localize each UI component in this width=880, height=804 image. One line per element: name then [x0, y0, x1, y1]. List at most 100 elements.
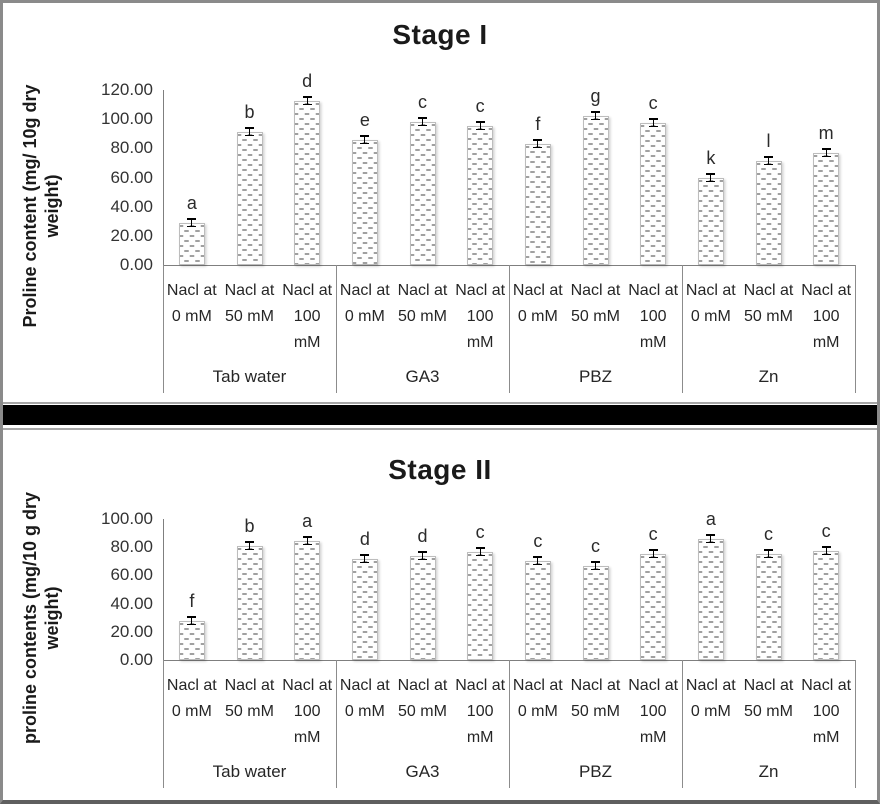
x-tick-label: Nacl at 100 mM — [801, 677, 852, 746]
group-label: PBZ — [578, 367, 613, 386]
error-bar — [764, 155, 773, 165]
y-tick-label: 100.00 — [101, 109, 153, 129]
significance-letter: e — [359, 109, 370, 130]
error-bar — [706, 534, 716, 544]
significance-letter: c — [821, 521, 831, 542]
error-bar — [821, 148, 831, 158]
x-tick-label: Nacl at 50 mM — [397, 677, 448, 720]
significance-letter: c — [764, 524, 773, 545]
error-bar — [533, 555, 543, 565]
x-tick-label: Nacl at 0 mM — [166, 282, 217, 325]
error-bar — [475, 120, 485, 130]
bar — [178, 222, 205, 265]
category-separator — [682, 265, 683, 393]
y-tick-label: 80.00 — [110, 537, 153, 557]
category-separator — [336, 660, 337, 788]
bar — [236, 546, 263, 660]
category-separator — [336, 265, 337, 393]
group-label: GA3 — [405, 367, 440, 386]
bar — [178, 620, 205, 660]
group-label: GA3 — [405, 762, 440, 781]
y-tick-label: 60.00 — [110, 565, 153, 585]
error-bar — [418, 117, 427, 127]
category-separator — [163, 660, 164, 788]
bar — [813, 153, 840, 265]
x-tick-label: Nacl at 100 mM — [628, 282, 679, 351]
category-separator — [509, 660, 510, 788]
panel-divider-band — [3, 405, 877, 425]
significance-letter: a — [705, 509, 716, 530]
significance-letter: d — [359, 529, 370, 550]
x-tick-label: Nacl at 100 mM — [282, 282, 333, 351]
y-tick-label: 60.00 — [110, 167, 153, 187]
bar — [813, 551, 840, 660]
y-tick-label: 40.00 — [110, 196, 153, 216]
y-tick-label: 0.00 — [119, 650, 153, 669]
significance-letter: c — [591, 536, 600, 557]
chart-panel-stage1: Stage I Proline content (mg/ 10g dry weig… — [3, 3, 877, 404]
bar — [582, 566, 609, 660]
bar — [409, 122, 436, 265]
bar — [755, 160, 782, 265]
category-separator — [509, 265, 510, 393]
error-bar — [187, 615, 197, 625]
error-bar — [475, 547, 485, 557]
error-bar — [360, 134, 370, 144]
group-label: PBZ — [578, 762, 613, 781]
error-bar — [821, 546, 831, 556]
bar — [467, 552, 494, 660]
y-tick-label: 20.00 — [110, 225, 153, 245]
significance-letter: g — [590, 85, 601, 106]
significance-letter: f — [189, 590, 195, 611]
significance-letter: c — [648, 92, 658, 113]
error-bar — [245, 541, 254, 551]
significance-letter: m — [818, 123, 834, 144]
bar — [524, 143, 551, 265]
x-tick-label: Nacl at 50 mM — [743, 282, 794, 325]
x-tick-label: Nacl at 0 mM — [685, 677, 736, 720]
x-tick-label: Nacl at 0 mM — [166, 677, 217, 720]
bar — [524, 560, 551, 660]
error-bar — [360, 554, 370, 564]
y-tick-label: 40.00 — [110, 593, 153, 613]
bar — [755, 554, 782, 660]
error-bar — [302, 95, 312, 105]
significance-letter: c — [475, 95, 485, 116]
error-bar — [533, 138, 543, 148]
category-separator — [163, 265, 164, 393]
bar — [236, 132, 263, 265]
error-bar — [648, 117, 658, 127]
category-separator — [855, 660, 856, 788]
x-tick-label: Nacl at 100 mM — [455, 282, 506, 351]
category-separator — [682, 660, 683, 788]
error-bar — [706, 172, 716, 182]
significance-letter: l — [766, 130, 771, 151]
group-label: Tab water — [212, 367, 287, 386]
y-tick-label: 100.00 — [101, 509, 153, 528]
chart-title-stage2: Stage II — [388, 454, 492, 485]
x-tick-label: Nacl at 0 mM — [512, 282, 563, 325]
significance-letter: c — [648, 523, 658, 544]
error-bar — [187, 217, 197, 227]
x-tick-label: Nacl at 50 mM — [743, 677, 794, 720]
bar — [697, 177, 724, 265]
x-tick-label: Nacl at 50 mM — [224, 677, 275, 720]
bar — [294, 100, 321, 265]
error-bar — [245, 127, 254, 137]
bar — [351, 139, 378, 265]
bar — [640, 553, 667, 660]
significance-letter: k — [706, 147, 716, 168]
x-tick-label: Nacl at 0 mM — [512, 677, 563, 720]
significance-letter: a — [186, 192, 197, 213]
significance-letter: c — [475, 522, 485, 543]
bar — [294, 540, 321, 660]
x-tick-label: Nacl at 0 mM — [339, 677, 390, 720]
significance-letter: b — [244, 102, 255, 123]
group-label: Zn — [758, 367, 779, 386]
significance-letter: d — [302, 70, 313, 91]
y-tick-label: 80.00 — [110, 138, 153, 158]
error-bar — [591, 110, 600, 120]
chart-title-stage1: Stage I — [392, 19, 488, 50]
x-tick-label: Nacl at 0 mM — [339, 282, 390, 325]
error-bar — [302, 535, 312, 545]
